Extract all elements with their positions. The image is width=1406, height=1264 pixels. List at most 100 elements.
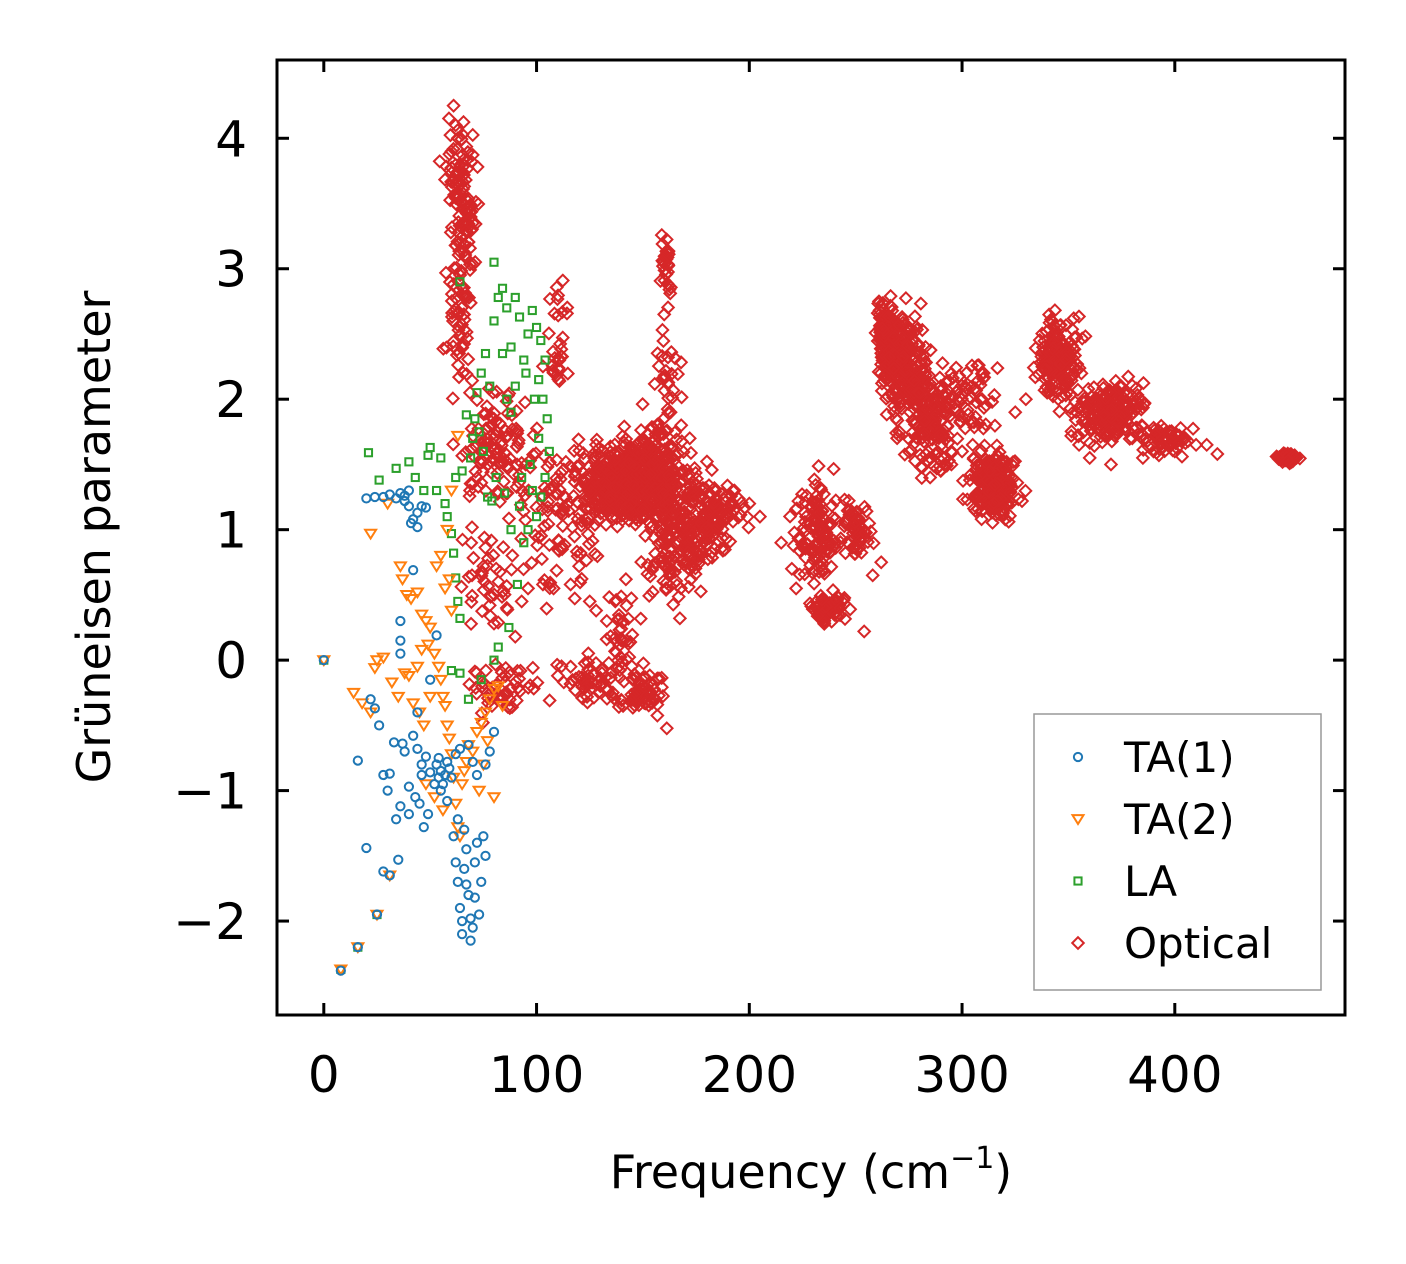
data-point-optical	[1104, 402, 1120, 417]
data-point-optical	[646, 558, 662, 574]
data-point-optical	[445, 391, 461, 406]
data-point-optical	[857, 499, 872, 515]
data-point-optical	[935, 356, 950, 371]
data-point-optical	[842, 602, 858, 617]
data-point-optical	[1089, 403, 1105, 418]
data-point-optical	[582, 594, 597, 609]
data-point-optical	[911, 427, 926, 442]
data-point-optical	[813, 482, 829, 497]
data-point-ta1	[480, 759, 491, 770]
data-point-optical	[486, 548, 501, 563]
data-point-optical	[611, 699, 627, 715]
data-point-optical	[561, 503, 576, 519]
data-point-la	[453, 596, 463, 607]
data-point-la	[476, 368, 486, 378]
data-point-ta1	[433, 752, 444, 764]
data-point-optical	[1063, 401, 1078, 416]
data-point-ta2	[427, 792, 442, 804]
data-point-optical	[484, 588, 499, 603]
data-point-optical	[990, 360, 1005, 376]
data-point-optical	[814, 592, 830, 607]
data-point-optical	[1174, 449, 1190, 464]
data-point-optical	[968, 488, 983, 503]
data-point-optical	[955, 409, 970, 424]
data-point-optical	[462, 257, 478, 272]
data-point-optical	[871, 294, 887, 309]
data-point-optical	[622, 634, 638, 650]
data-point-optical	[1132, 391, 1147, 406]
data-point-la	[536, 492, 546, 502]
data-point-optical	[540, 459, 555, 475]
data-point-optical	[969, 470, 984, 486]
data-point-optical	[566, 488, 581, 504]
series-la	[319, 257, 554, 974]
data-point-optical	[629, 467, 644, 482]
data-point-optical	[620, 487, 635, 502]
data-point-optical	[581, 536, 597, 552]
data-point-la	[468, 433, 478, 443]
data-point-optical	[493, 455, 508, 470]
data-point-optical	[626, 478, 641, 494]
data-point-optical	[696, 524, 711, 539]
data-point-optical	[556, 675, 572, 690]
data-point-optical	[1109, 422, 1125, 438]
y-tick-label: 1	[215, 502, 247, 560]
data-point-optical	[797, 514, 813, 530]
data-point-optical	[1008, 405, 1023, 420]
data-point-optical	[647, 555, 663, 571]
data-point-optical	[912, 386, 927, 401]
data-point-optical	[634, 554, 649, 570]
data-point-optical	[613, 495, 629, 511]
data-point-optical	[932, 370, 948, 385]
data-point-optical	[581, 646, 596, 661]
x-axis-title-superscript: −1	[950, 1141, 994, 1176]
data-point-optical	[661, 497, 676, 513]
data-point-optical	[466, 550, 481, 566]
data-point-la	[506, 525, 516, 535]
data-point-optical	[838, 545, 853, 561]
data-point-optical	[451, 319, 466, 334]
data-point-ta2	[395, 574, 410, 587]
data-point-optical	[462, 677, 477, 692]
data-point-ta1	[388, 737, 400, 748]
data-point-ta2	[420, 639, 436, 652]
data-point-optical	[469, 665, 484, 680]
legend-label-la: LA	[1124, 857, 1177, 906]
data-point-optical	[577, 451, 593, 467]
data-point-optical	[496, 540, 511, 555]
data-point-optical	[476, 582, 491, 598]
data-point-optical	[521, 483, 536, 498]
data-point-optical	[671, 589, 686, 604]
data-point-optical	[567, 529, 582, 544]
data-point-optical	[797, 566, 812, 582]
data-point-optical	[914, 470, 929, 486]
data-point-optical	[455, 168, 470, 184]
data-point-optical	[462, 241, 478, 256]
data-point-optical	[553, 465, 569, 481]
data-point-optical	[907, 453, 923, 469]
data-point-ta2	[414, 644, 429, 657]
data-point-optical	[944, 366, 959, 381]
data-point-optical	[649, 508, 665, 523]
data-point-optical	[541, 326, 557, 341]
data-point-optical	[774, 535, 789, 550]
data-point-optical	[907, 309, 923, 324]
data-point-optical	[1064, 424, 1079, 439]
data-point-optical	[662, 282, 677, 297]
data-point-optical	[932, 428, 947, 443]
data-point-optical	[987, 477, 1002, 493]
data-point-la	[476, 675, 486, 685]
data-point-optical	[574, 670, 589, 685]
data-point-optical	[579, 689, 595, 704]
data-point-optical	[465, 147, 480, 163]
data-point-optical	[570, 548, 585, 564]
data-point-optical	[604, 470, 620, 486]
y-tick-label: 2	[215, 371, 247, 429]
data-point-optical	[886, 331, 901, 346]
data-point-ta1	[456, 928, 468, 940]
data-point-ta1	[412, 707, 423, 718]
data-point-optical	[645, 584, 660, 600]
data-point-ta2	[363, 528, 378, 541]
data-point-optical	[1281, 453, 1296, 468]
